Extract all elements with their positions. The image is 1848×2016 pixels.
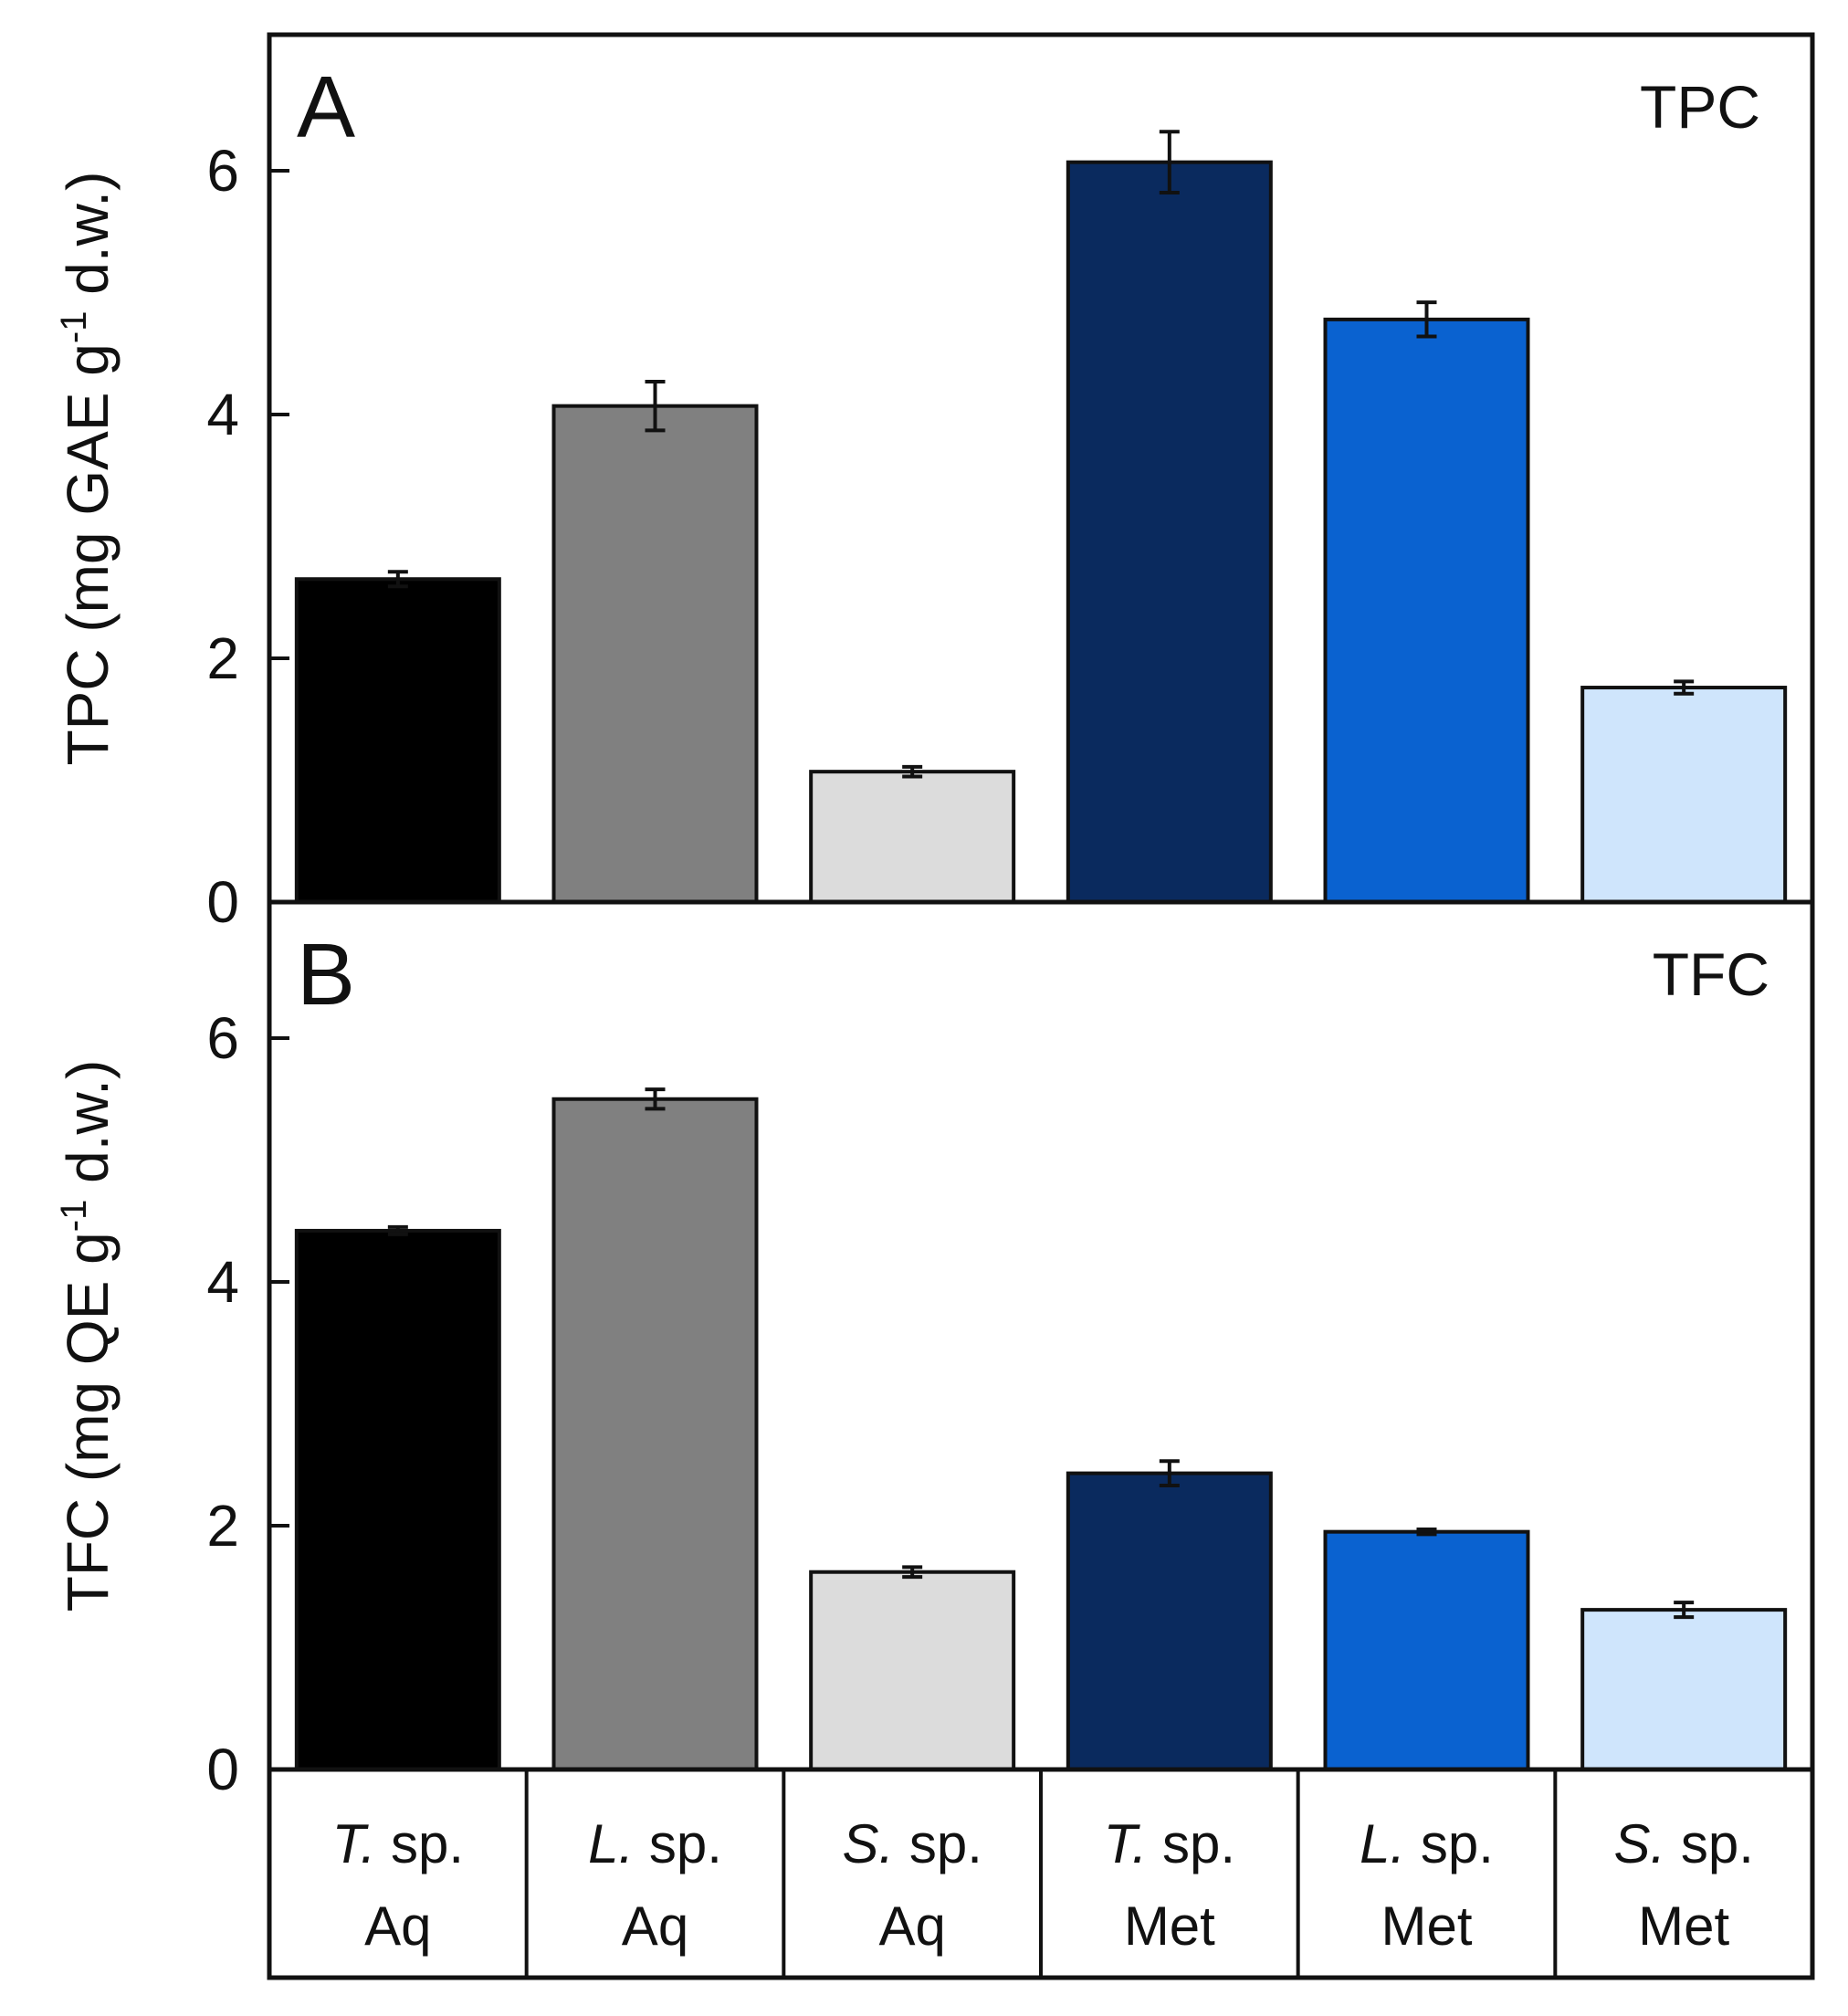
panel-a-ytick-label: 2 bbox=[206, 625, 239, 691]
panel-a-ytick-label: 0 bbox=[206, 869, 239, 935]
panel-b-ylabel-main: TFC (mg QE g bbox=[55, 1232, 121, 1612]
panel-a-bar bbox=[1323, 317, 1530, 904]
panel-b-tag: TFC bbox=[1653, 940, 1769, 1008]
panel-b-error-bar bbox=[1416, 1528, 1437, 1537]
category-extract-label: Aq bbox=[878, 1895, 945, 1957]
category-species-label: S. sp. bbox=[842, 1813, 982, 1874]
panel-b-error-bar bbox=[1674, 1601, 1695, 1620]
panel-a-bar bbox=[1066, 160, 1273, 904]
category-species-label: T. sp. bbox=[1104, 1813, 1236, 1874]
category-extract-label: Aq bbox=[622, 1895, 688, 1957]
panel-b-error-bar bbox=[645, 1087, 666, 1111]
panel-a-bar bbox=[809, 770, 1016, 905]
category-extract-label: Met bbox=[1638, 1895, 1729, 1957]
category-species-label: L. sp. bbox=[588, 1813, 722, 1874]
panel-b-letter: B bbox=[297, 926, 355, 1024]
panel-a-ylabel-sup: -1 bbox=[54, 311, 94, 344]
panel-b-ylabel-sup: -1 bbox=[54, 1200, 94, 1233]
panel-b-bars bbox=[294, 1087, 1788, 1772]
category-table: T. sp. Aq L. sp. Aq S. sp. Aq T. sp. Met L. sp. M… bbox=[267, 1767, 1815, 1980]
panel-b-ytick-label: 4 bbox=[206, 1249, 239, 1315]
panel-a-error-bar bbox=[387, 570, 408, 589]
panel-a-ylabel-tail: d.w.) bbox=[55, 172, 121, 311]
panel-a-ytick-label: 4 bbox=[206, 382, 239, 447]
panel-a-bars bbox=[294, 130, 1788, 905]
panel-a-ytick-label: 6 bbox=[206, 138, 239, 204]
panel-a-tpc: A TPC TPC (mg GAE g-1 d.w.) 0 2 4 6 bbox=[54, 32, 1815, 935]
panel-b-bar bbox=[1323, 1529, 1530, 1772]
panel-b-error-bar bbox=[902, 1565, 923, 1580]
panel-b-bar bbox=[809, 1570, 1016, 1771]
panel-b-tfc: B TFC TFC (mg QE g-1 d.w.) 0 2 4 6 bbox=[54, 899, 1815, 1802]
panel-a-bar bbox=[1580, 686, 1788, 904]
panel-b-ylabel: TFC (mg QE g-1 d.w.) bbox=[54, 1060, 121, 1612]
panel-a-y-axis: 0 2 4 6 bbox=[206, 138, 289, 935]
panel-a-bar bbox=[294, 577, 501, 904]
category-extract-label: Met bbox=[1381, 1895, 1472, 1957]
panel-b-bar bbox=[1066, 1471, 1273, 1771]
panel-a-error-bar bbox=[645, 379, 666, 433]
panel-a-letter: A bbox=[297, 58, 355, 156]
panel-b-ytick-label: 2 bbox=[206, 1493, 239, 1559]
panel-a-error-bar bbox=[1416, 300, 1437, 339]
panel-a-ylabel-main: TPC (mg GAE g bbox=[55, 343, 121, 765]
panel-a-error-bar bbox=[1674, 679, 1695, 696]
category-species-label: S. sp. bbox=[1613, 1813, 1753, 1874]
svg-text:TPC (mg GAE g-1 d.w.): TPC (mg GAE g-1 d.w.) bbox=[54, 172, 121, 766]
svg-text:TFC (mg QE g-1 d.w.): TFC (mg QE g-1 d.w.) bbox=[54, 1060, 121, 1612]
panel-b-bar bbox=[551, 1097, 759, 1771]
category-species-label: T. sp. bbox=[332, 1813, 465, 1874]
panel-b-ytick-label: 6 bbox=[206, 1005, 239, 1071]
category-extract-label: Aq bbox=[364, 1895, 431, 1957]
panel-b-y-axis: 0 2 4 6 bbox=[206, 1005, 289, 1802]
panel-a-tag: TPC bbox=[1640, 73, 1760, 141]
panel-a-error-bar bbox=[1159, 130, 1180, 195]
panel-a-error-bar bbox=[902, 764, 923, 779]
category-species-label: L. sp. bbox=[1360, 1813, 1494, 1874]
panel-b-ytick-label: 0 bbox=[206, 1737, 239, 1802]
panel-b-error-bar bbox=[387, 1224, 408, 1236]
panel-b-ylabel-tail: d.w.) bbox=[55, 1060, 121, 1200]
panel-b-bar bbox=[294, 1228, 501, 1772]
panel-b-bar bbox=[1580, 1608, 1788, 1771]
panel-a-bar bbox=[551, 404, 759, 904]
panel-a-ylabel: TPC (mg GAE g-1 d.w.) bbox=[54, 172, 121, 766]
panel-b-error-bar bbox=[1159, 1459, 1180, 1487]
category-extract-label: Met bbox=[1124, 1895, 1215, 1957]
